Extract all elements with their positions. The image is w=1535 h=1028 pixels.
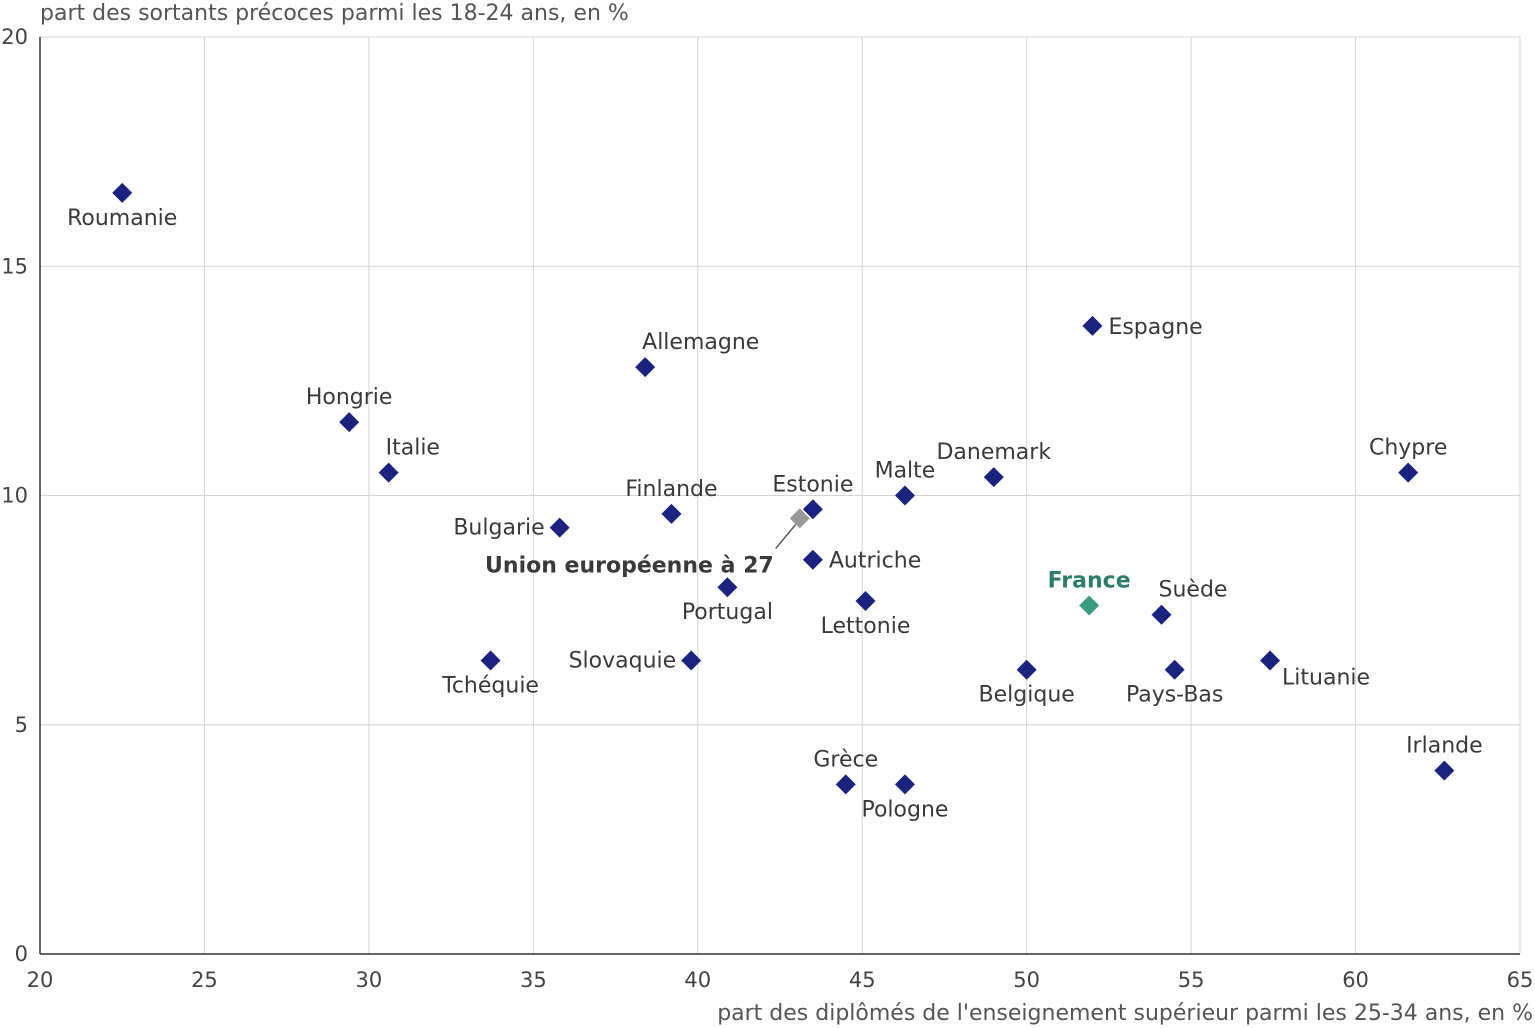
- y-axis-title: part des sortants précoces parmi les 18-…: [40, 1, 629, 26]
- data-point: [339, 412, 360, 433]
- data-label: Italie: [386, 436, 440, 461]
- data-point: [1151, 604, 1172, 625]
- x-tick-label: 20: [27, 968, 54, 992]
- data-point: [894, 774, 915, 795]
- y-tick-label: 15: [1, 254, 28, 278]
- data-point: [635, 357, 656, 378]
- data-point: [378, 462, 399, 483]
- data-label: Allemagne: [642, 330, 759, 355]
- y-tick-label: 10: [1, 484, 28, 508]
- x-tick-label: 35: [520, 968, 547, 992]
- y-tick-label: 0: [15, 942, 28, 966]
- x-tick-label: 60: [1342, 968, 1369, 992]
- data-label: Bulgarie: [453, 516, 544, 541]
- x-tick-label: 25: [191, 968, 218, 992]
- data-label: Slovaquie: [569, 649, 677, 674]
- y-tick-label: 5: [15, 713, 28, 737]
- data-label: Espagne: [1108, 315, 1202, 340]
- data-point: [1398, 462, 1419, 483]
- x-tick-label: 40: [684, 968, 711, 992]
- data-label: France: [1048, 569, 1131, 594]
- data-label: Portugal: [682, 600, 773, 625]
- data-label: Union européenne à 27: [485, 553, 774, 578]
- data-point: [661, 503, 682, 524]
- axes: [39, 37, 1520, 955]
- data-label: Pologne: [861, 797, 948, 822]
- data-label: Tchéquie: [441, 674, 539, 699]
- data-label: Pays-Bas: [1126, 683, 1223, 708]
- x-tick-label: 55: [1178, 968, 1205, 992]
- data-point: [480, 650, 501, 671]
- data-label: Finlande: [625, 477, 717, 502]
- data-point: [112, 182, 133, 203]
- data-label: Chypre: [1369, 436, 1447, 461]
- data-point: [681, 650, 702, 671]
- data-label: Lettonie: [821, 614, 911, 639]
- data-label: Danemark: [936, 440, 1051, 465]
- x-axis-title: part des diplômés de l'enseignement supé…: [717, 1001, 1533, 1026]
- tick-labels: 20 25 30 35 40 45 50 55 60 65 0 5 10 15 20: [1, 25, 1533, 992]
- data-point: [1079, 595, 1100, 616]
- data-label: Grèce: [813, 747, 878, 772]
- data-point: [802, 549, 823, 570]
- data-point: [549, 517, 570, 538]
- data-point: [789, 508, 810, 529]
- x-tick-label: 65: [1507, 968, 1534, 992]
- data-label: Malte: [875, 459, 936, 484]
- data-label: Estonie: [772, 472, 853, 497]
- data-point: [835, 774, 856, 795]
- data-point: [1164, 659, 1185, 680]
- data-point: [1434, 760, 1455, 781]
- data-point: [894, 485, 915, 506]
- leader-lines: [775, 523, 797, 549]
- data-point: [717, 577, 738, 598]
- data-label: Suède: [1159, 578, 1228, 603]
- data-point: [1016, 659, 1037, 680]
- grid-lines: [40, 36, 1521, 954]
- data-label: Roumanie: [67, 206, 177, 231]
- data-label: Lituanie: [1282, 666, 1370, 691]
- data-label: Irlande: [1406, 734, 1483, 759]
- data-point: [983, 467, 1004, 488]
- y-tick-label: 20: [1, 25, 28, 49]
- data-points: [112, 182, 1455, 795]
- data-point: [1260, 650, 1281, 671]
- leader-line: [775, 523, 797, 549]
- data-label: Autriche: [829, 549, 921, 574]
- x-tick-label: 45: [849, 968, 876, 992]
- data-point: [855, 590, 876, 611]
- data-label: Belgique: [979, 683, 1075, 708]
- point-labels: Roumanie Hongrie Italie Bulgarie Tchéquie All…: [67, 206, 1483, 822]
- data-point: [1082, 315, 1103, 336]
- x-tick-label: 30: [356, 968, 383, 992]
- data-label: Hongrie: [306, 385, 393, 410]
- data-point: [802, 499, 823, 520]
- x-tick-label: 50: [1013, 968, 1040, 992]
